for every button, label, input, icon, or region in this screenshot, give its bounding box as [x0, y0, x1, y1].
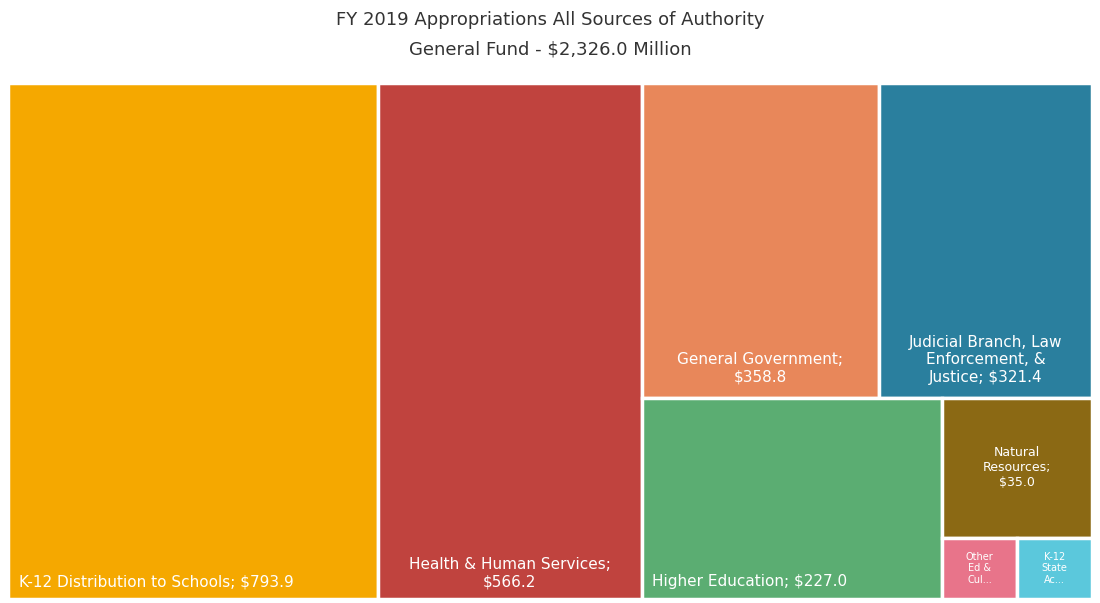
Text: FY 2019 Appropriations All Sources of Authority: FY 2019 Appropriations All Sources of Au…: [336, 11, 764, 28]
Bar: [879, 83, 1092, 398]
Text: Other
Ed &
Cul...: Other Ed & Cul...: [966, 552, 993, 585]
Text: General Government;
$358.8: General Government; $358.8: [678, 352, 844, 385]
Text: K-12
State
Ac...: K-12 State Ac...: [1042, 552, 1068, 585]
Bar: [378, 83, 641, 599]
Bar: [942, 398, 1092, 538]
Text: Judicial Branch, Law
Enforcement, &
Justice; $321.4: Judicial Branch, Law Enforcement, & Just…: [909, 335, 1063, 385]
Bar: [1018, 538, 1092, 599]
Text: Natural
Resources;
$35.0: Natural Resources; $35.0: [983, 446, 1052, 489]
Text: Higher Education; $227.0: Higher Education; $227.0: [652, 575, 848, 590]
Bar: [641, 83, 879, 398]
Text: Health & Human Services;
$566.2: Health & Human Services; $566.2: [409, 557, 610, 590]
Bar: [942, 538, 1018, 599]
Bar: [8, 83, 378, 599]
Text: General Fund - $2,326.0 Million: General Fund - $2,326.0 Million: [409, 41, 691, 58]
Bar: [641, 398, 942, 599]
Text: K-12 Distribution to Schools; $793.9: K-12 Distribution to Schools; $793.9: [19, 575, 294, 590]
